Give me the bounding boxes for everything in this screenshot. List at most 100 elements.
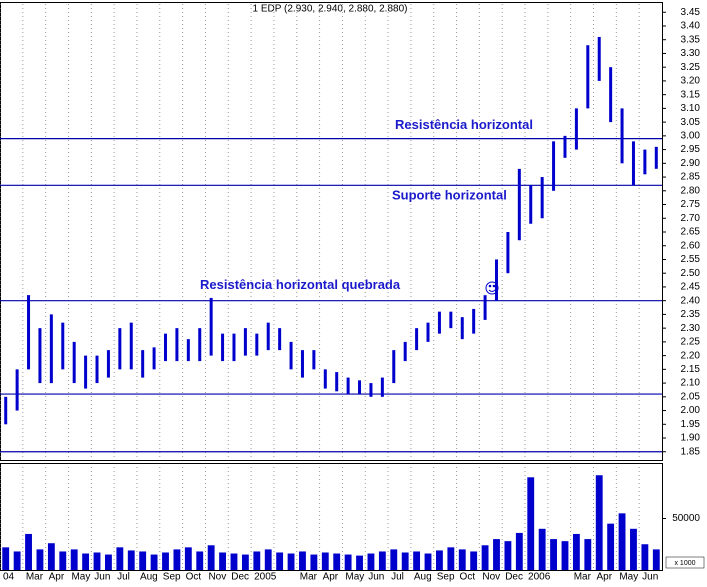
y-tick-label: 2.50 xyxy=(681,268,701,279)
volume-bar xyxy=(253,551,261,570)
volume-bar xyxy=(82,553,90,570)
y-tick-label: 3.20 xyxy=(681,76,701,87)
volume-bar xyxy=(481,545,489,570)
x-tick-label: Oct xyxy=(186,572,202,582)
volume-bar xyxy=(310,554,318,570)
volume-bar xyxy=(527,477,535,570)
volume-bar xyxy=(378,551,386,570)
y-tick-label: 2.00 xyxy=(681,405,701,416)
volume-bar xyxy=(413,551,421,570)
volume-bar xyxy=(493,539,500,570)
y-tick-label: 2.60 xyxy=(681,240,701,251)
y-tick-label: 2.35 xyxy=(681,309,701,320)
volume-bar xyxy=(424,553,432,570)
volume-bar xyxy=(207,545,215,570)
volume-bar xyxy=(538,528,546,570)
x-tick-label: Sep xyxy=(437,572,455,582)
volume-bar xyxy=(150,554,158,570)
y-tick-label: 3.25 xyxy=(681,62,701,73)
annotation: Resistência horizontal xyxy=(395,117,533,132)
x-tick-label: 2006 xyxy=(528,572,551,582)
y-tick-label: 1.85 xyxy=(681,446,701,457)
x-tick-label: Nov xyxy=(482,572,500,582)
y-tick-label: 3.10 xyxy=(681,103,701,114)
y-tick-label: 2.65 xyxy=(681,227,701,238)
y-tick-label: 2.30 xyxy=(681,323,701,334)
volume-bar xyxy=(367,553,375,570)
volume-bar xyxy=(321,552,329,570)
volume-bar xyxy=(105,554,112,570)
annotation: Suporte horizontal xyxy=(392,188,507,203)
volume-bar xyxy=(196,551,204,570)
volume-bar xyxy=(299,551,306,570)
volume-frame xyxy=(0,463,663,571)
volume-bar xyxy=(25,533,32,570)
y-tick-label: 3.40 xyxy=(681,21,701,32)
x-tick-label: 2005 xyxy=(254,572,277,582)
x-tick-label: Jun xyxy=(368,572,384,582)
y-tick-label: 2.05 xyxy=(681,391,701,402)
x-tick-label: Apr xyxy=(49,572,65,582)
x-tick-label: Aug xyxy=(140,572,158,582)
y-tick-label: 2.15 xyxy=(681,364,701,375)
volume-bar xyxy=(401,552,409,570)
volume-bar xyxy=(561,541,569,570)
annotation: Resistência horizontal quebrada xyxy=(200,277,401,292)
volume-bar xyxy=(2,547,10,570)
volume-bar xyxy=(630,528,637,570)
x-tick-label: Jun xyxy=(642,572,658,582)
volume-bar xyxy=(219,552,226,570)
volume-bar xyxy=(447,547,455,570)
x-tick-label: 04 xyxy=(3,572,15,582)
x-tick-label: May xyxy=(71,572,90,582)
volume-bar xyxy=(550,539,557,570)
y-tick-label: 2.40 xyxy=(681,295,701,306)
volume-bar xyxy=(59,551,67,570)
x-tick-label: Dec xyxy=(505,572,523,582)
volume-bar xyxy=(458,549,466,570)
x-tick-label: Jun xyxy=(94,572,110,582)
y-tick-label: 3.45 xyxy=(681,7,701,18)
volume-bar xyxy=(47,543,55,570)
volume-bar xyxy=(127,550,135,570)
y-tick-label: 3.00 xyxy=(681,130,701,141)
x-tick-label: Apr xyxy=(323,572,339,582)
volume-bar xyxy=(93,552,101,570)
volume-bar xyxy=(390,549,398,570)
volume-bar xyxy=(584,539,592,570)
volume-bar xyxy=(70,549,78,570)
y-tick-label: 2.45 xyxy=(681,282,701,293)
volume-bar xyxy=(344,554,352,570)
volume-unit: x 1000 xyxy=(674,560,695,567)
volume-bar xyxy=(470,551,478,570)
y-tick-label: 2.10 xyxy=(681,378,701,389)
y-tick-label: 1.95 xyxy=(681,419,701,430)
x-tick-label: Apr xyxy=(597,572,613,582)
y-tick-label: 2.70 xyxy=(681,213,701,224)
y-tick-label: 2.75 xyxy=(681,199,701,210)
x-tick-label: Mar xyxy=(26,572,44,582)
y-tick-label: 3.15 xyxy=(681,89,701,100)
y-tick-label: 2.95 xyxy=(681,144,701,155)
volume-bar xyxy=(595,475,603,570)
volume-bar xyxy=(36,549,44,570)
x-tick-label: Jul xyxy=(117,572,130,582)
y-tick-label: 2.55 xyxy=(681,254,701,265)
chart-title: 1 EDP (2.930, 2.940, 2.880, 2.880) xyxy=(253,4,408,15)
volume-bar xyxy=(572,533,580,570)
y-tick-label: 2.80 xyxy=(681,185,701,196)
volume-bar xyxy=(162,552,169,570)
y-tick-label: 2.25 xyxy=(681,337,701,348)
volume-bar xyxy=(264,549,272,570)
y-tick-label: 1.90 xyxy=(681,433,701,444)
y-tick-label: 2.90 xyxy=(681,158,701,169)
volume-bar xyxy=(241,554,249,570)
x-tick-label: May xyxy=(619,572,638,582)
x-tick-label: Mar xyxy=(574,572,592,582)
volume-bar xyxy=(607,523,615,570)
x-tick-label: Oct xyxy=(460,572,476,582)
y-tick-label: 50000 xyxy=(672,513,700,524)
unit-box xyxy=(665,556,705,569)
volume-bar xyxy=(618,513,626,570)
